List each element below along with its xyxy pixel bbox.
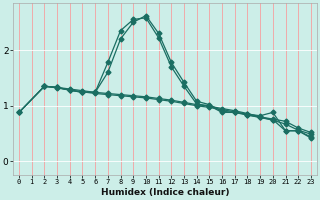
X-axis label: Humidex (Indice chaleur): Humidex (Indice chaleur) bbox=[101, 188, 229, 197]
